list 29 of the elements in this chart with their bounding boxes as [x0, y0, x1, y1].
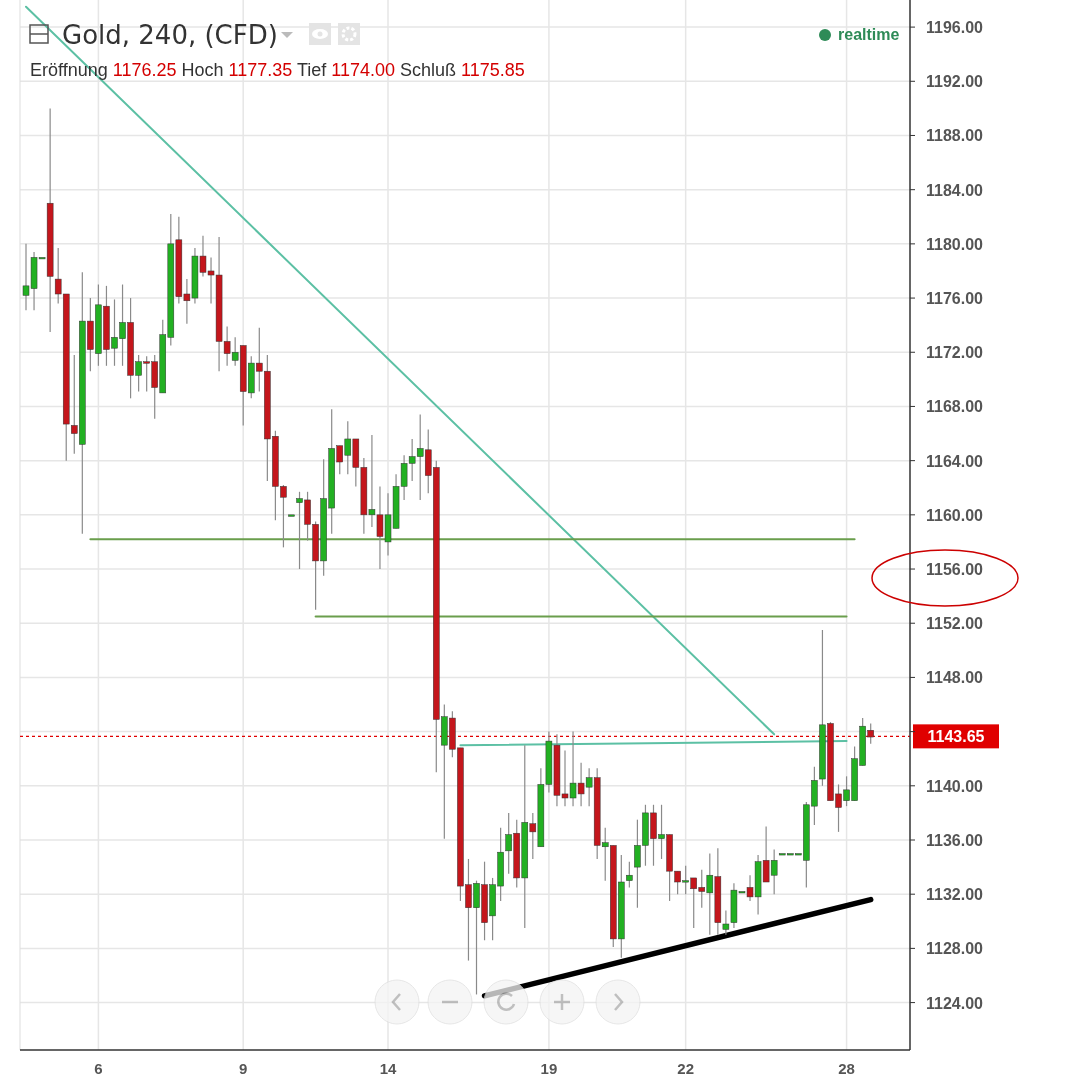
- x-tick-label: 28: [838, 1060, 855, 1077]
- x-tick-label: 9: [239, 1060, 248, 1077]
- y-tick-label: 1152.00: [926, 615, 984, 633]
- text: Gold, 240, (CFD): [62, 20, 278, 50]
- candlestick: [722, 909, 730, 936]
- y-tick-label: 1196.00: [926, 19, 984, 37]
- y-tick-label: 1184.00: [926, 181, 984, 199]
- x-tick-label: 22: [677, 1060, 695, 1077]
- y-tick-label: 1160.00: [926, 506, 984, 524]
- x-tick-label: 6: [94, 1060, 103, 1077]
- y-tick-label: 1124.00: [926, 994, 984, 1012]
- y-tick-label: 1176.00: [926, 290, 984, 308]
- y-tick-label: 1180.00: [926, 235, 984, 253]
- y-tick-label: 1132.00: [926, 886, 984, 904]
- y-tick-label: 1168.00: [926, 398, 984, 416]
- y-tick-label: 1140.00: [926, 777, 984, 795]
- candlestick: [626, 861, 633, 889]
- y-tick-label: 1172.00: [926, 344, 984, 362]
- y-tick-label: 1136.00: [926, 832, 984, 849]
- ref-line-label: 1143.65: [927, 728, 985, 746]
- y-tick-label: 1188.00: [926, 127, 984, 145]
- y-tick-label: 1156.00: [926, 561, 984, 579]
- annotation: realtime: [838, 26, 900, 43]
- y-tick-label: 1148.00: [926, 669, 984, 687]
- y-tick-label: 1192.00: [926, 73, 984, 91]
- x-tick-label: 14: [379, 1060, 398, 1077]
- y-tick-label: 1128.00: [926, 940, 984, 958]
- y-tick-label: 1164.00: [926, 452, 984, 470]
- x-tick-label: 19: [540, 1060, 558, 1077]
